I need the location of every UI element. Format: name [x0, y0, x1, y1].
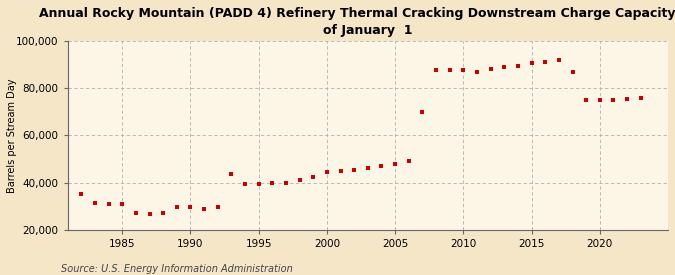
Point [595, 98, 605, 102]
Point [198, 206, 209, 211]
Point [267, 180, 277, 185]
Text: Source: U.S. Energy Information Administration: Source: U.S. Energy Information Administ… [61, 264, 292, 274]
Point [226, 172, 237, 177]
Point [444, 68, 455, 73]
Point [567, 69, 578, 74]
Point [158, 211, 169, 215]
Point [376, 164, 387, 168]
Point [349, 167, 360, 172]
Point [281, 180, 292, 185]
Point [144, 212, 155, 217]
Point [404, 159, 414, 164]
Point [171, 205, 182, 210]
Point [485, 67, 496, 72]
Point [635, 95, 646, 100]
Point [472, 69, 483, 74]
Point [185, 205, 196, 210]
Point [335, 169, 346, 173]
Point [526, 61, 537, 65]
Point [130, 211, 141, 215]
Point [608, 98, 619, 102]
Point [622, 97, 632, 101]
Point [458, 68, 468, 73]
Point [308, 174, 319, 179]
Point [540, 60, 551, 64]
Point [117, 202, 128, 206]
Point [431, 68, 441, 73]
Point [253, 182, 264, 186]
Point [90, 200, 101, 205]
Point [580, 98, 591, 102]
Point [362, 166, 373, 170]
Point [389, 161, 400, 166]
Y-axis label: Barrels per Stream Day: Barrels per Stream Day [7, 78, 17, 192]
Point [554, 57, 564, 62]
Point [294, 178, 305, 182]
Point [512, 64, 523, 68]
Point [321, 170, 332, 174]
Point [417, 109, 428, 114]
Point [213, 205, 223, 210]
Point [240, 182, 250, 186]
Title: Annual Rocky Mountain (PADD 4) Refinery Thermal Cracking Downstream Charge Capac: Annual Rocky Mountain (PADD 4) Refinery … [39, 7, 675, 37]
Point [499, 65, 510, 69]
Point [103, 202, 114, 206]
Point [76, 192, 86, 197]
